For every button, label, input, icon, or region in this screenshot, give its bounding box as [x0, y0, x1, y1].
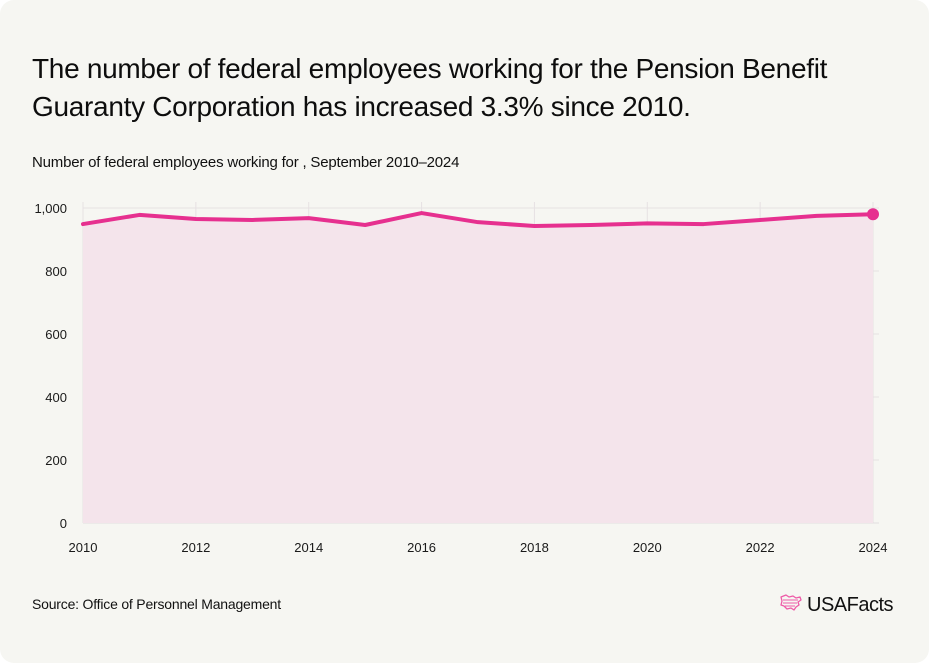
x-tick-label: 2012: [181, 540, 210, 555]
x-tick-label: 2010: [69, 540, 98, 555]
y-tick-label: 0: [60, 516, 67, 531]
x-tick-label: 2020: [633, 540, 662, 555]
series-line: [81, 211, 875, 228]
y-tick-label: 1,000: [34, 201, 67, 216]
usafacts-logo[interactable]: USAFacts: [779, 593, 894, 617]
line-layer: [81, 208, 879, 228]
chart-subtitle: Number of federal employees working for …: [32, 154, 460, 171]
y-tick-label: 600: [45, 327, 67, 342]
x-tick-label: 2022: [746, 540, 775, 555]
y-axis: 0 200 400 600 800 1,000: [34, 201, 67, 531]
area-fill-layer: [83, 213, 873, 523]
x-tick-label: 2014: [294, 540, 323, 555]
chart-title: The number of federal employees working …: [32, 53, 828, 122]
y-tick-label: 400: [45, 390, 67, 405]
area-fill: [83, 213, 873, 523]
x-axis: 2010 2012 2014 2016 2018 2020 2022 2024: [69, 540, 888, 555]
brand-name: USAFacts: [807, 593, 894, 616]
x-tick-label: 2016: [407, 540, 436, 555]
y-tick-label: 200: [45, 453, 67, 468]
x-tick-label: 2024: [859, 540, 888, 555]
end-point-marker: [867, 208, 879, 221]
source-note: Source: Office of Personnel Management: [32, 596, 281, 612]
y-tick-label: 800: [45, 264, 67, 279]
usa-map-flag-icon: [779, 593, 803, 617]
x-tick-label: 2018: [520, 540, 549, 555]
